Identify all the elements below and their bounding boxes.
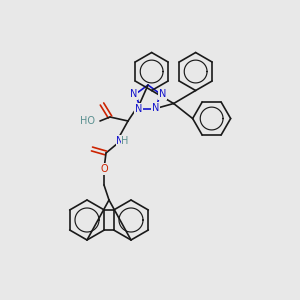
Text: O: O xyxy=(100,164,108,174)
Text: HO: HO xyxy=(80,116,95,126)
Text: N: N xyxy=(135,103,142,113)
Text: H: H xyxy=(121,136,129,146)
Text: N: N xyxy=(130,89,137,99)
Text: N: N xyxy=(152,103,159,112)
Text: N: N xyxy=(116,136,124,146)
Text: N: N xyxy=(159,89,166,99)
